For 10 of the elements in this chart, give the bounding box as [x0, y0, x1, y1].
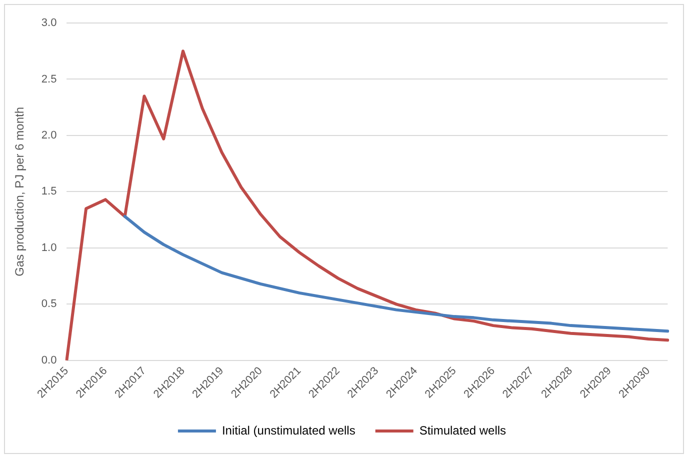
y-axis-title: Gas production, PJ per 6 month: [12, 106, 27, 276]
y-tick-label: 2.0: [41, 130, 57, 142]
legend-label: Initial (unstimulated wells: [222, 423, 356, 438]
y-tick-label: 1.5: [41, 186, 57, 198]
y-tick-label: 3.0: [41, 17, 57, 30]
legend-label: Stimulated wells: [419, 423, 506, 438]
y-tick-label: 2.5: [41, 73, 57, 86]
y-tick-label: 1.0: [41, 242, 57, 254]
y-tick-label: 0.5: [41, 298, 57, 310]
y-tick-label: 0.0: [41, 354, 57, 366]
